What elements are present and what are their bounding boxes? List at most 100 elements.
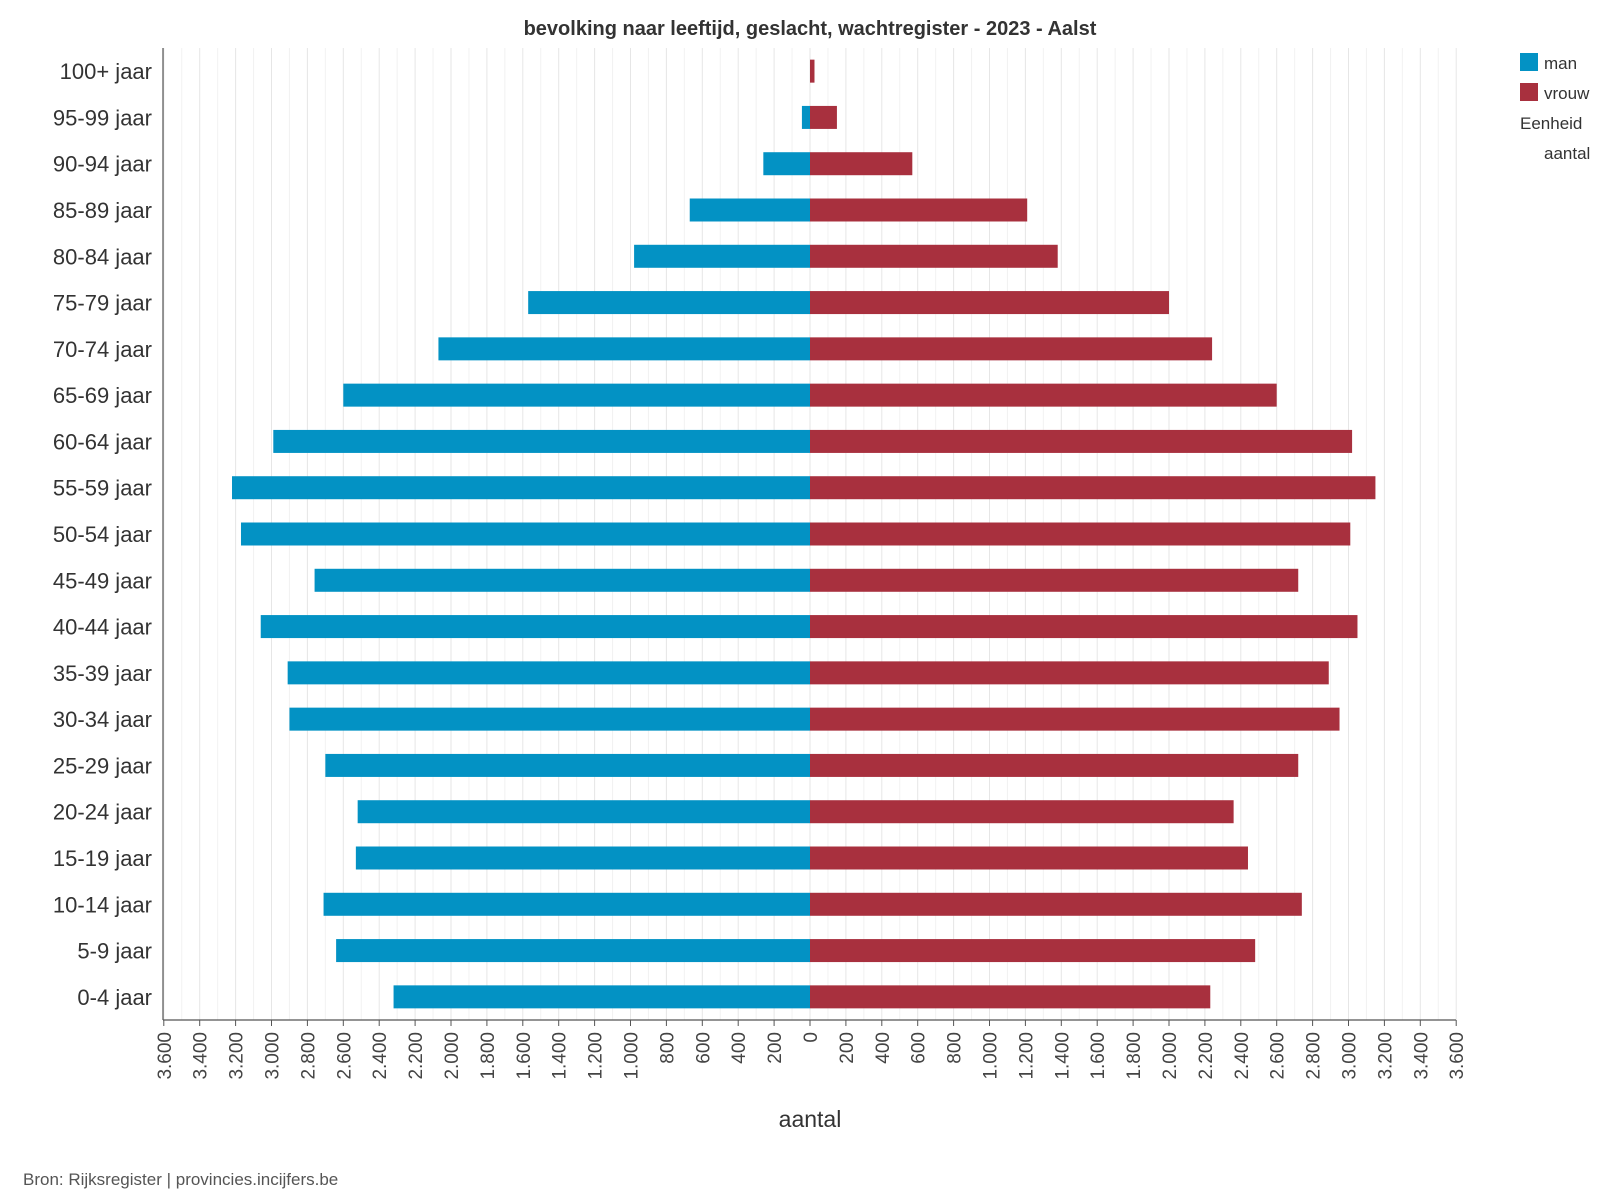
bar-man (273, 429, 810, 453)
bar-vrouw (810, 105, 837, 129)
bar-man (314, 568, 810, 592)
category-label: 5-9 jaar (77, 939, 152, 964)
bar-vrouw (810, 985, 1211, 1009)
source-note: Bron: Rijksregister | provincies.incijfe… (23, 1170, 338, 1189)
category-labels: 0-4 jaar 5-9 jaar 10-14 jaar 15-19 jaar 20-2… (53, 59, 152, 1010)
x-tick-label: 600 (693, 1032, 714, 1064)
bar-man (528, 291, 810, 315)
x-tick-label: 1.400 (1052, 1032, 1073, 1080)
x-tick-label: 3.400 (191, 1032, 212, 1080)
category-label: 10-14 jaar (53, 892, 152, 917)
bar-man (336, 939, 810, 963)
bar-vrouw (810, 59, 815, 83)
x-tick-label: 1.800 (478, 1032, 499, 1080)
bar-vrouw (810, 800, 1234, 824)
x-tick-label: 2.400 (370, 1032, 391, 1080)
bar-vrouw (810, 568, 1299, 592)
x-tick-label: 1.200 (1016, 1032, 1037, 1080)
tick-labels: 3.600 3.400 3.200 3.000 2.800 2.600 2.400 2.200… (155, 1032, 1468, 1080)
bar-man (438, 337, 810, 361)
legend-swatch-man (1520, 53, 1538, 71)
category-label: 0-4 jaar (77, 985, 152, 1010)
x-tick-label: 2.000 (1160, 1032, 1181, 1080)
bar-vrouw (810, 337, 1213, 361)
legend-unit-heading: Eenheid (1520, 114, 1582, 133)
bar-man (763, 152, 810, 176)
bar-man (801, 105, 810, 129)
x-tick-label: 3.200 (227, 1032, 248, 1080)
axes (162, 48, 1457, 1026)
bar-man (634, 244, 810, 268)
legend: man vrouw Eenheid aantal (1520, 53, 1590, 163)
category-label: 70-74 jaar (53, 337, 152, 362)
legend-label-vrouw: vrouw (1544, 84, 1590, 103)
bar-man (232, 476, 810, 500)
x-tick-label: 2.200 (1196, 1032, 1217, 1080)
bar-vrouw (810, 939, 1256, 963)
x-tick-label: 600 (909, 1032, 930, 1064)
x-tick-label: 2.000 (442, 1032, 463, 1080)
x-tick-label: 2.600 (1268, 1032, 1289, 1080)
x-tick-label: 3.000 (263, 1032, 284, 1080)
bar-vrouw (810, 429, 1353, 453)
bar-man (355, 846, 810, 870)
x-tick-label: 400 (729, 1032, 750, 1064)
bar-vrouw (810, 291, 1169, 315)
x-tick-label: 200 (837, 1032, 858, 1064)
x-tick-label: 1.600 (514, 1032, 535, 1080)
x-tick-label: 3.600 (155, 1032, 176, 1080)
bar-man (289, 707, 810, 731)
x-tick-label: 2.200 (406, 1032, 427, 1080)
category-label: 45-49 jaar (53, 568, 152, 593)
bar-man (325, 753, 810, 777)
category-label: 85-89 jaar (53, 198, 152, 223)
category-label: 30-34 jaar (53, 707, 152, 732)
x-axis-title: aantal (779, 1106, 842, 1132)
x-tick-label: 2.800 (1304, 1032, 1325, 1080)
bar-vrouw (810, 707, 1340, 731)
x-tick-label: 2.800 (298, 1032, 319, 1080)
bars (232, 59, 1376, 1009)
bar-vrouw (810, 383, 1277, 407)
bar-man (260, 615, 811, 639)
chart-title: bevolking naar leeftijd, geslacht, wacht… (524, 18, 1097, 40)
x-tick-label: 1.400 (550, 1032, 571, 1080)
x-tick-label: 2.600 (334, 1032, 355, 1080)
x-tick-label: 800 (657, 1032, 678, 1064)
x-tick-label: 2.400 (1232, 1032, 1253, 1080)
x-tick-label: 1.600 (1088, 1032, 1109, 1080)
bar-man (240, 522, 811, 546)
category-label: 90-94 jaar (53, 152, 152, 177)
category-label: 20-24 jaar (53, 800, 152, 825)
x-tick-label: 3.000 (1340, 1032, 1361, 1080)
x-tick-label: 400 (873, 1032, 894, 1064)
category-label: 80-84 jaar (53, 244, 152, 269)
x-tick-label: 3.600 (1447, 1032, 1468, 1080)
x-tick-label: 1.000 (981, 1032, 1002, 1080)
x-tick-label: 3.200 (1375, 1032, 1396, 1080)
bar-vrouw (810, 615, 1358, 639)
category-label: 40-44 jaar (53, 615, 152, 640)
bar-man (689, 198, 810, 222)
x-tick-label: 0 (801, 1032, 822, 1043)
bar-vrouw (810, 522, 1351, 546)
x-tick-label: 1.200 (586, 1032, 607, 1080)
bar-vrouw (810, 476, 1376, 500)
legend-swatch-vrouw (1520, 83, 1538, 101)
category-label: 60-64 jaar (53, 429, 152, 454)
category-label: 55-59 jaar (53, 476, 152, 501)
category-label: 15-19 jaar (53, 846, 152, 871)
x-tick-label: 1.800 (1124, 1032, 1145, 1080)
bar-vrouw (810, 846, 1248, 870)
legend-label-man: man (1544, 54, 1577, 73)
bar-vrouw (810, 152, 913, 176)
category-label: 25-29 jaar (53, 753, 152, 778)
x-tick-label: 200 (765, 1032, 786, 1064)
x-tick-label: 800 (945, 1032, 966, 1064)
bar-vrouw (810, 892, 1302, 916)
bar-vrouw (810, 661, 1329, 685)
bar-man (323, 892, 810, 916)
category-label: 100+ jaar (60, 59, 152, 84)
x-tick-label: 1.000 (622, 1032, 643, 1080)
